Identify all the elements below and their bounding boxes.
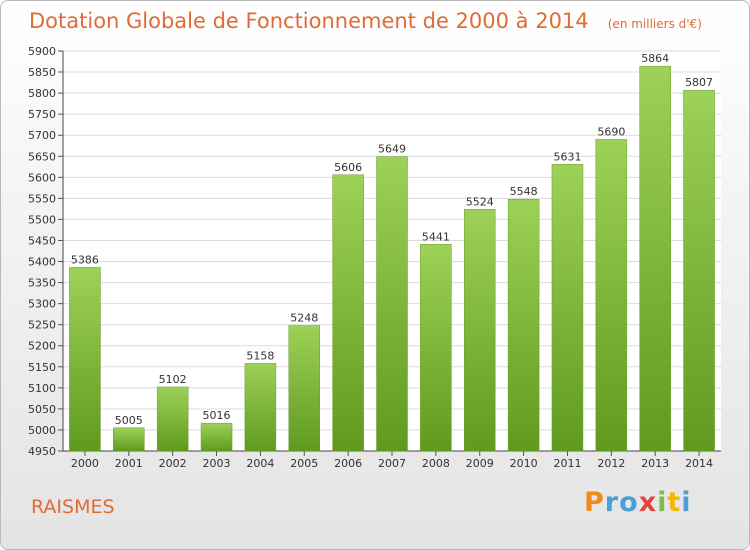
bar-value-label: 5864 [641,52,669,65]
logo-letter: r [604,487,620,518]
y-tick-label: 5200 [28,340,56,353]
bar [595,139,628,452]
bar [551,164,584,452]
y-tick-label: 5600 [28,171,56,184]
bar-value-label: 5102 [159,373,187,386]
bar [113,427,145,452]
x-tick-label: 2010 [510,457,538,470]
chart-unit-text: (en milliers d'€) [607,17,702,31]
bar-value-label: 5807 [685,76,713,89]
logo-letter: P [584,487,605,518]
x-tick-label: 2008 [422,457,450,470]
bar [420,244,452,452]
bar-value-label: 5649 [378,143,406,156]
chart-title: Dotation Globale de Fonctionnement de 20… [29,9,702,33]
bar-value-label: 5548 [510,185,538,198]
x-tick-label: 2013 [641,457,669,470]
y-tick-label: 5850 [28,66,56,79]
bar-value-label: 5158 [246,349,274,362]
x-tick-label: 2011 [553,457,581,470]
y-tick-label: 5900 [28,45,56,58]
bar-value-label: 5690 [597,125,625,138]
proxiti-logo: Proxiti [584,487,692,518]
x-tick-label: 2012 [597,457,625,470]
x-tick-label: 2000 [71,457,99,470]
x-tick-label: 2003 [203,457,231,470]
town-name: RAISMES [31,496,115,518]
logo-letter: o [619,487,639,518]
x-tick-label: 2006 [334,457,362,470]
y-tick-label: 5650 [28,150,56,163]
bar-value-label: 5005 [115,414,143,427]
bar [463,209,496,452]
logo-letter: i [681,487,692,518]
y-tick-label: 5800 [28,87,56,100]
bar [332,174,364,452]
x-tick-label: 2004 [246,457,274,470]
bar [639,65,671,452]
bar [156,386,189,452]
x-tick-label: 2007 [378,457,406,470]
y-tick-label: 5300 [28,298,56,311]
x-tick-label: 2005 [290,457,318,470]
bar-value-label: 5441 [422,230,450,243]
bar [69,267,101,452]
bar [376,156,408,452]
y-tick-label: 5700 [28,129,56,142]
x-tick-label: 2001 [115,457,143,470]
bar [244,363,277,452]
y-tick-label: 5550 [28,192,56,205]
x-tick-label: 2014 [685,457,713,470]
y-tick-label: 5150 [28,361,56,374]
bar [507,198,540,452]
logo-letter: i [657,487,668,518]
bar-value-label: 5248 [290,312,318,325]
y-tick-label: 5400 [28,256,56,269]
y-tick-label: 5100 [28,382,56,395]
y-tick-label: 5000 [28,424,56,437]
bar [683,89,715,452]
logo-letter: x [638,487,658,518]
y-tick-label: 5450 [28,234,56,247]
x-tick-label: 2002 [159,457,187,470]
bar-value-label: 5606 [334,161,362,174]
chart-title-text: Dotation Globale de Fonctionnement de 20… [29,9,589,33]
y-tick-label: 5750 [28,108,56,121]
y-tick-label: 5050 [28,403,56,416]
bar [288,325,321,452]
logo-letter: t [667,487,682,518]
bar-value-label: 5524 [466,195,494,208]
x-tick-label: 2009 [466,457,494,470]
y-tick-label: 5250 [28,319,56,332]
bar-value-label: 5386 [71,253,99,266]
y-tick-label: 5500 [28,213,56,226]
bar [200,422,233,452]
bar-value-label: 5016 [203,409,231,422]
bar-value-label: 5631 [553,150,581,163]
y-tick-label: 4950 [28,445,56,458]
y-tick-label: 5350 [28,277,56,290]
